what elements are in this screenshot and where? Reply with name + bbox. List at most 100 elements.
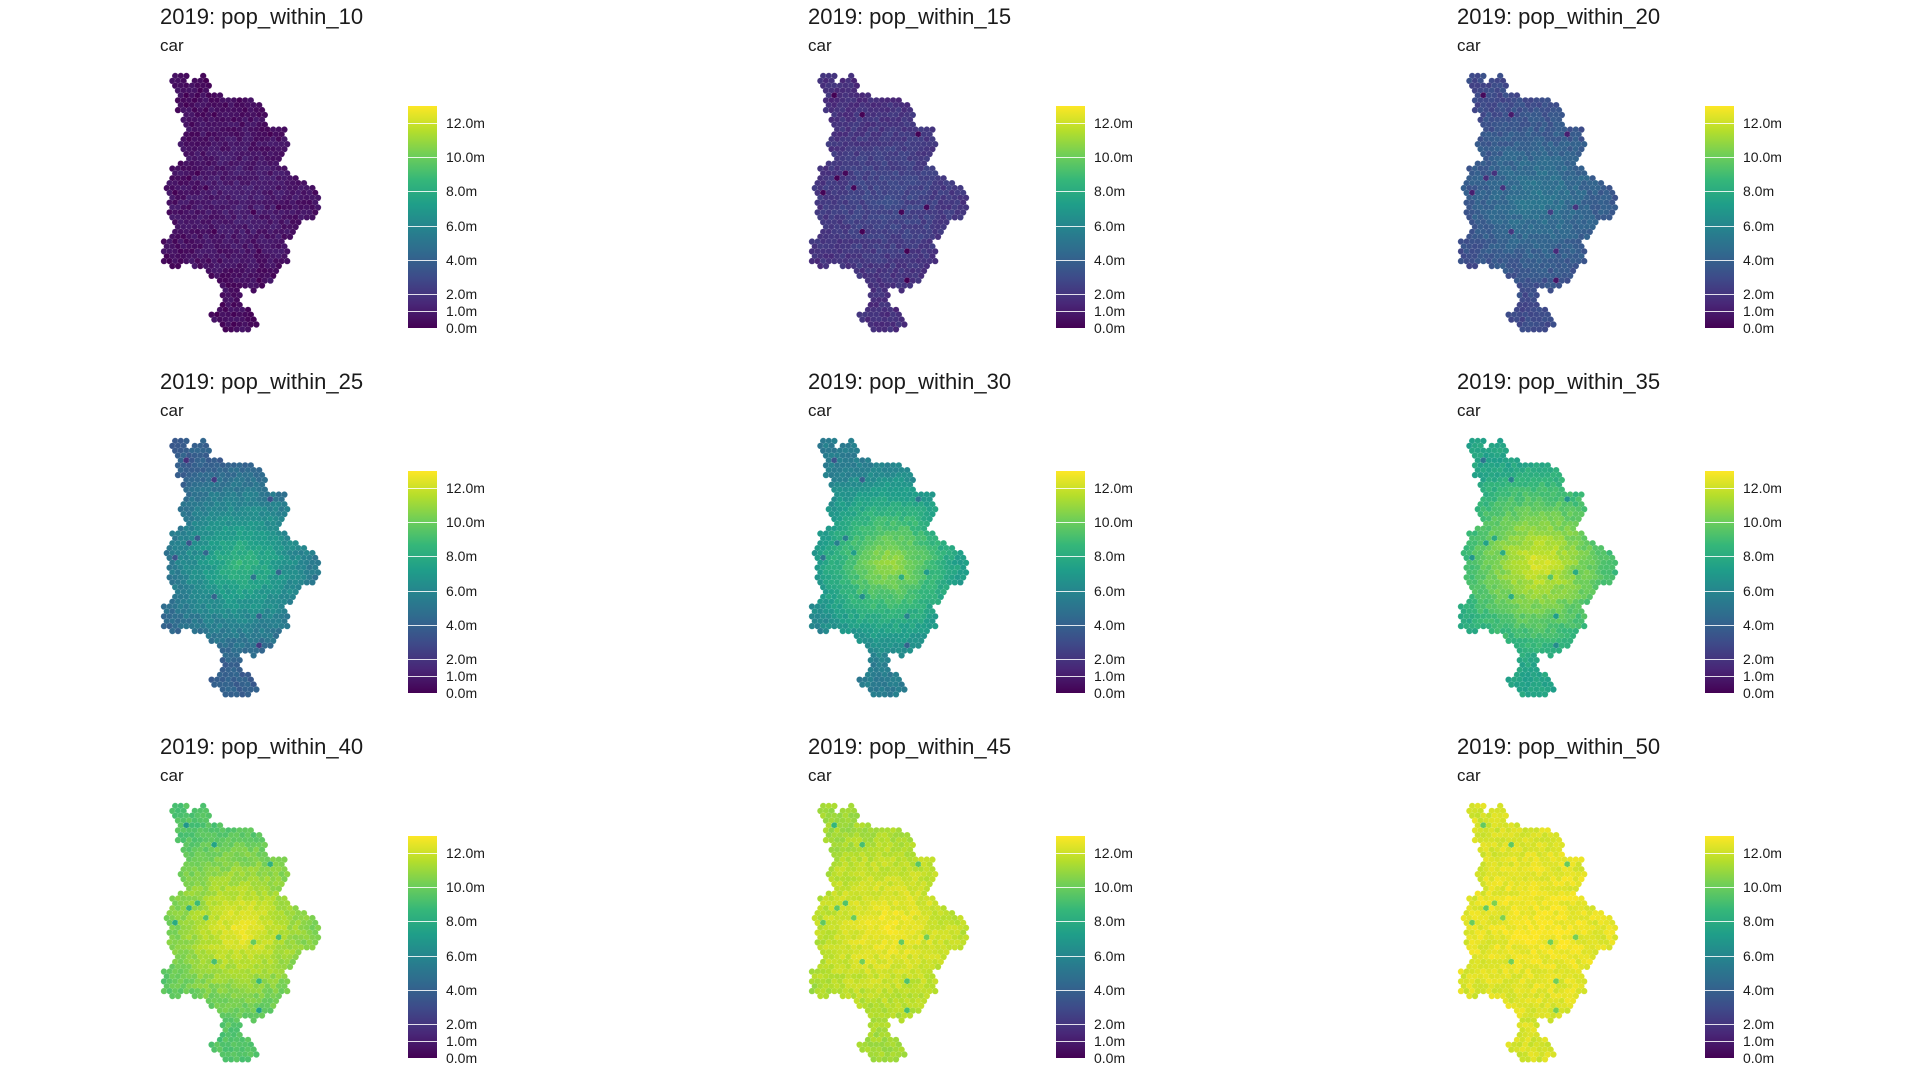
legend-tick [408,311,437,312]
legend-tick-label: 12.0m [1743,116,1782,130]
map-panel-3: 2019: pop_within_20 car 12.0m 10.0m 8.0m 6.… [1457,0,1922,360]
hex-cell [253,321,259,327]
legend-tick-label: 10.0m [1094,515,1133,529]
legend-tick-label: 1.0m [1094,669,1125,683]
legend-tick [408,488,437,489]
panel-title: 2019: pop_within_20 [1457,4,1660,30]
hex-cell [245,326,251,332]
panel-subtitle: car [1457,36,1481,56]
legend-tick [408,294,437,295]
panel-title: 2019: pop_within_15 [808,4,1011,30]
hex-cell [1564,277,1570,283]
legend-tick-label: 1.0m [1094,304,1125,318]
legend-tick [408,191,437,192]
hex-map [1457,70,1687,350]
legend-tick-label: 2.0m [1743,287,1774,301]
legend-tick [1056,226,1085,227]
hex-cell [1472,263,1478,269]
legend-tick [1056,157,1085,158]
hex-cell [1584,234,1590,240]
legend-tick [408,676,437,677]
legend-tick [1056,191,1085,192]
legend-tick-label: 2.0m [446,652,477,666]
legend-tick [1056,328,1085,329]
legend-tick-label: 6.0m [446,219,477,233]
legend-tick-label: 12.0m [446,481,485,495]
hex-cell [287,234,293,240]
hex-cell [309,579,315,585]
panel-subtitle: car [808,36,832,56]
hex-cell [259,282,265,288]
hex-cell [893,326,899,332]
legend-tick-label: 8.0m [1094,549,1125,563]
hex-cell [915,642,921,648]
hex-cell [1556,282,1562,288]
legend-tick [408,157,437,158]
panel-title: 2019: pop_within_30 [808,369,1011,395]
legend-tick-label: 4.0m [1743,253,1774,267]
legend-tick-label: 8.0m [446,549,477,563]
hex-cell [1542,326,1548,332]
legend-tick [408,625,437,626]
legend-tick [1705,328,1734,329]
legend-tick-label: 0.0m [446,686,477,700]
legend-tick-label: 6.0m [1743,219,1774,233]
hex-cell [1606,214,1612,220]
legend-tick [408,591,437,592]
hex-cell [259,647,265,653]
legend-tick-label: 10.0m [446,150,485,164]
hex-cell [915,277,921,283]
hex-cell [907,282,913,288]
legend-tick-label: 6.0m [1094,584,1125,598]
hex-map [160,435,390,715]
hex-cell [175,628,181,634]
hex-cell [901,686,907,692]
legend-tick [1056,488,1085,489]
legend-tick [1056,123,1085,124]
legend-tick-label: 2.0m [1094,287,1125,301]
legend-tick-label: 10.0m [1743,150,1782,164]
legend-tick [1705,157,1734,158]
hex-cell [823,628,829,634]
hex-cell [250,287,256,293]
hex-cell [893,691,899,697]
hex-cell [932,258,938,264]
hex-cell [1581,258,1587,264]
legend-tick [408,260,437,261]
legend-tick-label: 8.0m [1743,184,1774,198]
hex-cell [284,623,290,629]
hex-cell [957,579,963,585]
legend-tick [408,522,437,523]
legend-tick-label: 4.0m [446,618,477,632]
legend-tick [408,123,437,124]
panel-subtitle: car [1457,401,1481,421]
legend-tick-label: 8.0m [446,184,477,198]
legend-tick [1056,260,1085,261]
hex-cell [932,623,938,629]
hex-cell [253,686,259,692]
hex-cell [267,642,273,648]
legend-tick-label: 2.0m [1094,652,1125,666]
hex-cell [907,647,913,653]
legend-tick-label: 0.0m [446,321,477,335]
hex-cell [935,599,941,605]
panel-title: 2019: pop_within_35 [1457,369,1660,395]
legend-tick-label: 12.0m [1094,116,1133,130]
panel-subtitle: car [160,36,184,56]
hex-cell [1550,321,1556,327]
panel-subtitle: car [160,401,184,421]
hex-cell [1606,579,1612,585]
legend-tick-label: 4.0m [1094,618,1125,632]
legend-tick-label: 10.0m [446,515,485,529]
hex-cell [267,277,273,283]
hex-map [808,70,1038,350]
